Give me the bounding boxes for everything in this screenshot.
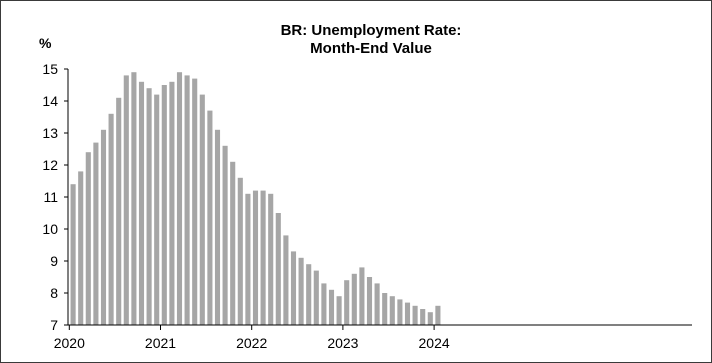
y-tick-label-13: 13 [42,125,58,141]
bar-2021-11 [237,177,243,325]
bar-2022-06 [290,251,297,325]
bar-2022-09 [313,270,319,325]
y-tick-label-14: 14 [42,93,58,109]
bar-2020-07 [116,97,122,325]
bar-2021-09 [222,145,228,325]
bar-2022-11 [328,289,335,325]
bar-2020-05 [100,129,107,325]
bar-2022-12 [336,296,342,325]
bar-2021-08 [214,129,221,325]
chart-title-line-2: Month-End Value [310,40,432,57]
bar-2022-10 [321,283,327,325]
bar-2021-12 [245,193,251,325]
bar-2022-05 [283,235,289,325]
bar-2023-06 [382,293,388,325]
bar-2022-07 [298,257,304,325]
bar-2022-04 [275,213,281,325]
y-axis-unit-label: % [39,35,52,51]
bar-2022-03 [268,193,274,325]
bar-2023-05 [374,283,380,325]
x-tick-label-2023: 2023 [327,335,358,351]
bar-2021-10 [230,161,236,325]
bar-2021-06 [199,94,205,325]
bar-2021-03 [176,72,183,325]
bar-2022-01 [252,190,259,325]
y-tick-label-15: 15 [42,61,58,77]
bar-2023-01 [344,280,350,325]
bar-2020-01 [70,184,76,325]
bar-2020-09 [131,72,137,325]
bar-2021-04 [184,75,190,326]
bar-2023-03 [359,267,365,325]
bar-2021-02 [169,81,175,325]
bar-2023-10 [412,305,418,325]
bar-2023-07 [389,296,395,325]
y-tick-label-11: 11 [43,189,58,205]
bar-2020-04 [93,142,99,325]
bar-2020-03 [85,152,91,325]
x-tick-label-2024: 2024 [419,335,450,351]
bar-2021-01 [161,85,167,325]
axes-group: 7 8 9 10 11 12 13 14 15 2020 2021 2022 2023 2024 [42,61,692,351]
bar-2023-08 [397,299,403,325]
y-tick-label-8: 8 [50,285,58,301]
bar-2020-08 [123,75,129,326]
bar-2023-02 [351,273,357,325]
bar-2020-06 [108,113,114,325]
bar-2021-05 [192,78,198,325]
bar-2022-08 [306,264,312,325]
bars-group [70,72,441,326]
x-tick-label-2022: 2022 [236,335,267,351]
bar-2023-09 [404,302,411,325]
bar-2020-02 [78,171,84,325]
bar-2021-07 [207,110,213,325]
y-tick-label-12: 12 [42,157,58,173]
bar-2020-10 [138,81,145,325]
x-tick-label-2021: 2021 [145,335,176,351]
bar-2020-11 [146,88,152,325]
bar-2023-12 [427,312,433,325]
bar-2022-02 [260,190,266,325]
y-tick-label-10: 10 [42,221,58,237]
bar-2023-04 [366,277,373,325]
chart-title-line-1: BR: Unemployment Rate: [281,22,462,39]
y-tick-label-9: 9 [50,253,58,269]
bar-2020-12 [154,94,160,325]
bar-2023-11 [420,309,426,325]
x-tick-label-2020: 2020 [54,335,85,351]
y-tick-label-7: 7 [50,317,58,333]
bar-2024-01 [435,305,441,325]
